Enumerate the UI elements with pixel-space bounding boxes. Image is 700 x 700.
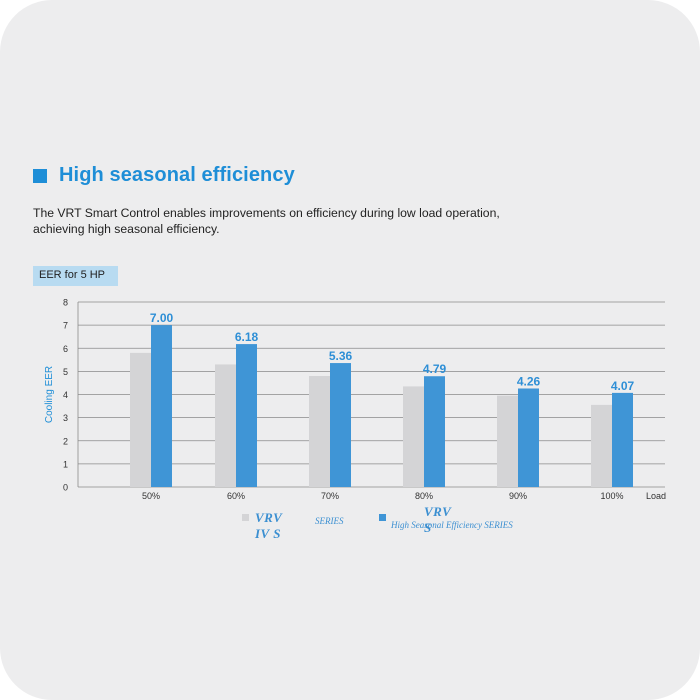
- description-line-1: The VRT Smart Control enables improvemen…: [33, 206, 500, 220]
- y-axis-label: Cooling EER: [44, 366, 55, 423]
- y-tick-label: 5: [63, 367, 68, 377]
- legend-sub-old: SERIES: [315, 516, 344, 526]
- bar-new-series: [330, 363, 351, 487]
- heading-square-icon: [33, 168, 47, 183]
- legend-swatch-new: [379, 514, 386, 521]
- section-heading: High seasonal efficiency: [33, 164, 295, 187]
- x-tick-label: 90%: [509, 491, 527, 501]
- y-tick-label: 1: [63, 459, 68, 469]
- bar-value-label: 4.79: [423, 362, 447, 376]
- bar-new-series: [518, 388, 539, 487]
- bar-new-series: [236, 344, 257, 487]
- bar-old-series: [130, 352, 151, 487]
- legend-brand-new: VRV S: [424, 504, 452, 535]
- eer-tag: EER for 5 HP: [33, 266, 118, 286]
- bar-old-series: [591, 404, 612, 487]
- bar-new-series: [151, 325, 172, 487]
- bar-old-series: [309, 376, 330, 487]
- section-description: The VRT Smart Control enables improvemen…: [33, 206, 553, 237]
- bar-value-label: 4.07: [611, 379, 635, 393]
- y-tick-label: 3: [63, 413, 68, 423]
- legend-swatch-old: [242, 514, 249, 521]
- y-tick-label: 8: [63, 298, 68, 308]
- x-tick-label: 100%: [600, 491, 623, 501]
- eer-tag-label: EER for 5 HP: [39, 269, 106, 281]
- description-line-2: achieving high seasonal efficiency.: [33, 221, 220, 236]
- bar-old-series: [403, 386, 424, 487]
- bar-old-series: [497, 395, 518, 487]
- legend-sub-new: High Seasonal Efficiency SERIES: [391, 520, 513, 530]
- section-title: High seasonal efficiency: [59, 164, 295, 186]
- bar-new-series: [424, 376, 445, 487]
- x-axis-label: Load: [646, 491, 666, 501]
- bar-new-series: [612, 392, 633, 487]
- x-tick-label: 70%: [321, 491, 339, 501]
- y-tick-label: 4: [63, 390, 68, 400]
- bar-value-label: 4.26: [517, 374, 541, 388]
- bar-value-label: 7.00: [150, 311, 174, 325]
- bar-value-label: 5.36: [329, 349, 353, 363]
- y-tick-label: 7: [63, 321, 68, 331]
- bar-value-label: 6.18: [235, 330, 259, 344]
- y-tick-label: 0: [63, 483, 68, 493]
- y-tick-label: 6: [63, 344, 68, 354]
- x-tick-label: 50%: [142, 491, 160, 501]
- legend-brand-old: VRV IV S: [255, 510, 283, 541]
- bar-old-series: [215, 364, 236, 487]
- x-tick-label: 80%: [415, 491, 433, 501]
- y-tick-label: 2: [63, 436, 68, 446]
- x-tick-label: 60%: [227, 491, 245, 501]
